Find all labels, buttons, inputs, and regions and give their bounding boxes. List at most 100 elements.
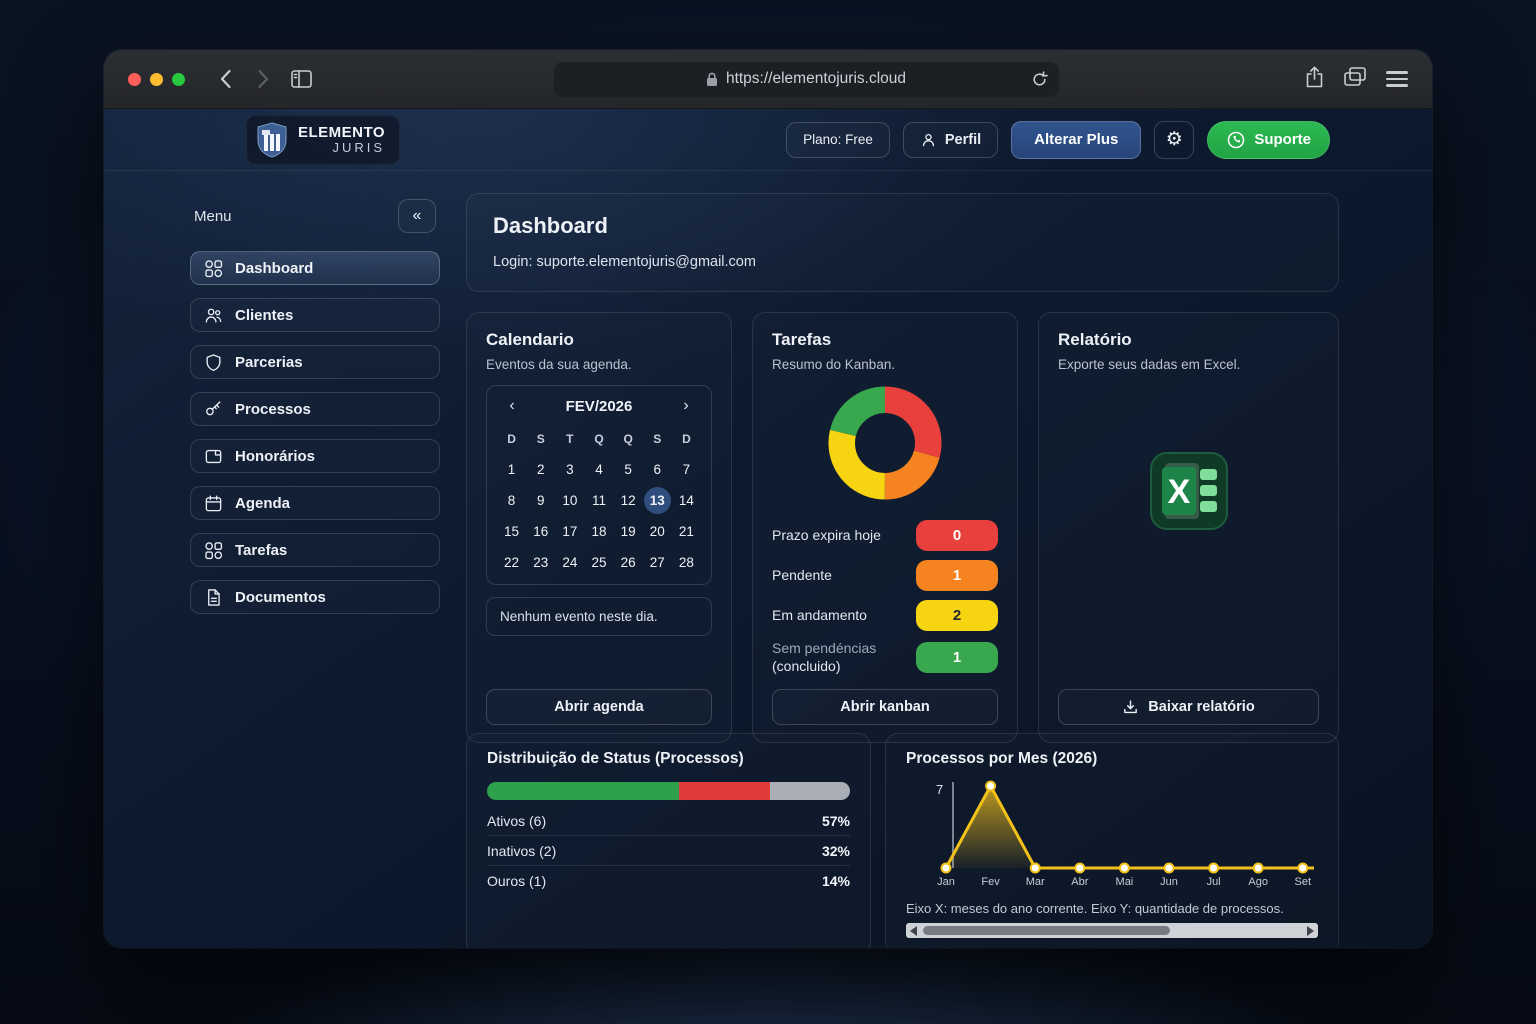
calendar-day[interactable]: 26 [620, 555, 636, 570]
app-header: ELEMENTO JURIS Plano: Free Perfil Altera… [104, 109, 1432, 171]
status-stacked-bar [487, 782, 850, 800]
users-icon [204, 306, 223, 325]
calendar-day[interactable]: 3 [566, 462, 574, 477]
svg-text:7: 7 [936, 782, 943, 797]
open-kanban-label: Abrir kanban [840, 699, 930, 715]
sidebar-item-honorarios[interactable]: Honorários [190, 439, 440, 473]
sidebar-item-dashboard[interactable]: Dashboard [190, 251, 440, 285]
calendar-day[interactable]: 10 [562, 493, 578, 508]
sidebar-item-documentos[interactable]: Documentos [190, 580, 440, 614]
calendar-next-button[interactable]: › [683, 397, 689, 414]
app-root: ELEMENTO JURIS Plano: Free Perfil Altera… [104, 109, 1432, 948]
support-button[interactable]: Suporte [1207, 120, 1330, 159]
tabs-button[interactable] [1344, 66, 1366, 92]
calendar-day[interactable]: 23 [533, 555, 549, 570]
open-kanban-button[interactable]: Abrir kanban [772, 689, 998, 725]
sidebar-item-label: Documentos [235, 588, 326, 606]
forward-button[interactable] [249, 65, 277, 93]
calendar-weekday: T [566, 431, 574, 446]
open-agenda-button[interactable]: Abrir agenda [486, 689, 712, 725]
brand-logo[interactable]: ELEMENTO JURIS [246, 114, 401, 165]
calendar-day[interactable]: 11 [591, 493, 606, 508]
close-window-button[interactable] [128, 72, 141, 86]
calendar-day[interactable]: 1 [507, 462, 516, 477]
calendar-day-selected[interactable]: 13 [643, 485, 672, 516]
status-percent: 57% [821, 812, 850, 829]
sidebar-item-label: Tarefas [235, 541, 288, 559]
sidebar-toggle-button[interactable] [287, 65, 315, 93]
sidebar-collapse-button[interactable]: « [398, 199, 436, 233]
back-button[interactable] [211, 65, 239, 93]
shield-pillar-logo-icon [257, 121, 287, 158]
calendar-prev-button[interactable]: ‹ [509, 397, 515, 414]
login-info: Login: suporte.elementojuris@gmail.com [493, 254, 756, 270]
sidebar-item-clientes[interactable]: Clientes [190, 298, 440, 332]
calendar-day[interactable]: 4 [595, 462, 603, 477]
calendar-day[interactable]: 19 [620, 524, 636, 539]
sidebar-item-parcerias[interactable]: Parcerias [190, 345, 440, 379]
share-icon [1306, 66, 1323, 87]
svg-text:Mai: Mai [1116, 876, 1134, 888]
calendar-day[interactable]: 18 [591, 524, 607, 539]
calendar-day[interactable]: 5 [624, 462, 632, 477]
status-distribution-row: Ativos (6) 57% [487, 806, 850, 836]
calendar-day[interactable]: 9 [536, 493, 545, 508]
sidebar-item-agenda[interactable]: Agenda [190, 486, 440, 520]
task-count-badge: 0 [916, 520, 998, 551]
download-report-button[interactable]: Baixar relatório [1058, 689, 1319, 725]
task-status-label: Pendente [772, 566, 832, 583]
calendar-day[interactable]: 15 [504, 524, 520, 539]
calendar-day[interactable]: 22 [504, 555, 520, 570]
svg-text:Set: Set [1295, 876, 1312, 888]
minimize-window-button[interactable] [150, 72, 163, 86]
status-distribution-row: Ouros (1) 14% [487, 866, 850, 896]
address-bar[interactable]: https://elementojuris.cloud [553, 61, 1059, 97]
zoom-window-button[interactable] [172, 72, 185, 86]
calendar-card-title: Calendario [486, 330, 574, 349]
settings-button[interactable]: ⚙ [1154, 120, 1195, 159]
calendar-day[interactable]: 7 [682, 462, 691, 477]
calendar-day[interactable]: 27 [649, 555, 665, 570]
url-text: https://elementojuris.cloud [725, 70, 907, 87]
calendar-day[interactable]: 25 [591, 555, 607, 570]
chart-scrollbar[interactable] [906, 923, 1318, 938]
sidebar-item-processos[interactable]: Processos [190, 392, 440, 426]
share-button[interactable] [1305, 66, 1324, 93]
key-icon [204, 400, 223, 419]
lock-icon [706, 72, 717, 86]
task-status-row: Sem pendéncias (concluido) 1 [772, 640, 998, 675]
task-status-label: Sem pendéncias (concluido) [772, 640, 877, 674]
sidebar-item-tarefas[interactable]: Tarefas [190, 533, 440, 567]
chevron-right-icon [257, 69, 269, 89]
calendar-day[interactable]: 24 [562, 555, 578, 570]
reload-button[interactable] [1031, 70, 1048, 93]
calendar-day[interactable]: 12 [620, 493, 636, 508]
scroll-right-icon[interactable] [1307, 925, 1314, 936]
profile-button[interactable]: Perfil [902, 121, 999, 158]
calendar-day[interactable]: 17 [562, 524, 578, 539]
calendar-day[interactable]: 14 [678, 493, 694, 508]
scroll-left-icon[interactable] [910, 925, 917, 936]
svg-text:Jan: Jan [937, 876, 955, 888]
scrollbar-thumb[interactable] [923, 926, 1171, 935]
excel-icon: X [1149, 452, 1228, 530]
status-bar-segment [770, 782, 850, 800]
plan-label: Plano: Free [803, 132, 873, 147]
menu-button[interactable] [1386, 71, 1408, 87]
calendar-day[interactable]: 16 [533, 524, 549, 539]
svg-text:Ago: Ago [1248, 876, 1268, 888]
task-status-row: Em andamento 2 [772, 600, 998, 631]
calendar-day[interactable]: 2 [536, 462, 545, 477]
calendar-day[interactable]: 20 [649, 524, 665, 539]
calendar-day[interactable]: 8 [507, 493, 516, 508]
document-icon [204, 588, 223, 607]
main-content: Dashboard Login: suporte.elementojuris@g… [466, 193, 1339, 948]
calendar-day[interactable]: 6 [653, 462, 662, 477]
svg-text:X: X [1167, 473, 1190, 511]
svg-text:Jul: Jul [1207, 876, 1221, 888]
calendar-day[interactable]: 28 [678, 555, 694, 570]
sidebar-item-label: Honorários [235, 447, 316, 465]
upgrade-button[interactable]: Alterar Plus [1011, 120, 1142, 159]
calendar-day[interactable]: 21 [678, 524, 694, 539]
task-count-badge: 1 [916, 560, 998, 591]
